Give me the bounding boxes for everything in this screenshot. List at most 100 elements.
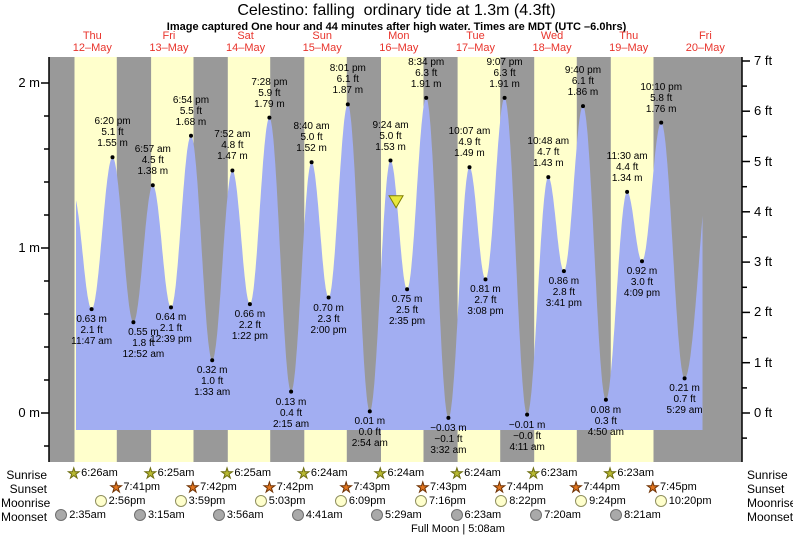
tide-event-dot: [309, 160, 314, 165]
meters-axis-label: 1 m: [18, 240, 40, 255]
day-label: Sat 14–May: [226, 30, 266, 54]
moonrise-item: 2:56pm: [94, 495, 146, 507]
sunrise-star-icon: ★: [373, 465, 387, 481]
tide-event-label: 10:10 pm 5.8 ft 1.76 m: [640, 81, 683, 115]
feet-axis-label: 5 ft: [754, 153, 773, 169]
astro-time: 6:09pm: [348, 495, 386, 507]
astro-time: 4:41am: [305, 509, 343, 521]
moonset-item: 7:20am: [530, 509, 581, 521]
sunset-star-icon: ★: [263, 479, 277, 495]
astro-row-label-left: Moonrise: [1, 496, 51, 510]
moonrise-item: 9:24pm: [575, 495, 626, 507]
moonrise-circle-icon: [254, 495, 267, 507]
sunrise-star-icon: ★: [67, 465, 81, 481]
tide-event-dot: [110, 155, 115, 160]
sunset-item: ★ 7:44pm: [493, 480, 544, 495]
astro-time: 6:24am: [387, 467, 425, 479]
tide-event-label: 8:34 pm 6.3 ft 1.91 m: [408, 56, 445, 90]
tide-event-label: 10:07 am 4.9 ft 1.49 m: [448, 126, 491, 160]
feet-axis-label: 7 ft: [754, 52, 773, 68]
tide-event-label: 9:24 am 5.0 ft 1.53 m: [372, 119, 409, 153]
moonset-circle-icon: [610, 509, 623, 521]
astro-time: 8:21am: [624, 509, 661, 521]
moonset-item: 6:23am: [450, 509, 502, 521]
tide-event-label: 0.55 m 1.8 ft 12:52 am: [122, 327, 165, 361]
sunrise-star-icon: ★: [220, 465, 234, 481]
tide-event-dot: [326, 295, 331, 300]
moonset-circle-icon: [134, 509, 146, 521]
day-label: Thu 12–May: [72, 30, 112, 54]
astro-time: 6:25am: [234, 467, 272, 479]
astro-row-label-right: Moonrise: [747, 496, 793, 510]
tide-event-dot: [581, 104, 585, 109]
moonrise-item: 3:59pm: [174, 495, 225, 507]
moonset-item: 3:15am: [134, 509, 185, 521]
tide-event-dot: [230, 168, 235, 173]
astro-time: 8:22pm: [509, 495, 546, 507]
astro-time: 7:43pm: [353, 481, 391, 493]
tide-event-dot: [467, 165, 472, 170]
meters-axis-label: 0 m: [18, 405, 40, 420]
tide-event-dot: [546, 175, 551, 180]
tide-event-label: 10:48 am 4.7 ft 1.43 m: [527, 136, 570, 170]
tide-event-label: 0.70 m 2.3 ft 2:00 pm: [310, 302, 347, 336]
tide-event-dot: [405, 287, 410, 292]
astro-time: 5:29am: [385, 509, 422, 521]
moonrise-item: 6:09pm: [334, 495, 386, 507]
astro-row-label-left: Sunset: [9, 482, 47, 496]
astro-time: 7:41pm: [123, 481, 161, 493]
tide-event-dot: [267, 115, 272, 120]
feet-axis-label: 0 ft: [754, 405, 773, 420]
moonrise-item: 8:22pm: [495, 495, 546, 507]
moonset-circle-icon: [291, 509, 304, 521]
tide-event-dot: [603, 397, 608, 402]
current-time-marker: [388, 195, 404, 209]
sunrise-item: ★ 6:25am: [220, 465, 272, 481]
sunrise-item: ★ 6:24am: [373, 465, 425, 481]
moonrise-item: 5:03pm: [254, 495, 305, 507]
tide-event-label: 0.92 m 3.0 ft 4:09 pm: [623, 266, 661, 300]
feet-axis-label: 1 ft: [754, 354, 773, 370]
tide-event-label: 0.64 m 2.1 ft 12:39 pm: [150, 312, 192, 346]
astro-time: 10:20pm: [668, 495, 712, 507]
astro-time: 2:35am: [69, 509, 106, 521]
sunrise-item: ★ 6:25am: [144, 465, 195, 481]
astro-time: 7:43pm: [430, 481, 467, 493]
tide-event-label: 9:40 pm 6.1 ft 1.86 m: [564, 65, 602, 99]
tide-event-dot: [625, 189, 630, 194]
sunset-item: ★ 7:41pm: [109, 480, 161, 495]
sunrise-star-icon: ★: [144, 465, 158, 481]
sunrise-star-icon: ★: [527, 465, 541, 481]
sunset-star-icon: ★: [339, 479, 353, 495]
tide-event-label: 0.13 m 0.4 ft 2:15 am: [273, 396, 310, 430]
tide-event-label: 0.63 m 2.1 ft 11:47 am: [71, 314, 113, 348]
tide-event-label: −0.03 m −0.1 ft 3:32 am: [430, 422, 467, 456]
tide-event-label: 0.86 m 2.8 ft 3:41 pm: [545, 276, 582, 310]
astro-row-label-right: Sunrise: [747, 468, 788, 482]
tide-event-label: 8:40 am 5.0 ft 1.52 m: [293, 121, 330, 155]
chart-subtitle: Image captured One hour and 44 minutes a…: [166, 21, 627, 33]
astro-time: 2:56pm: [108, 495, 146, 507]
tide-event-dot: [131, 320, 136, 325]
astro-time: 7:16pm: [429, 495, 466, 507]
moonset-circle-icon: [530, 509, 543, 521]
tide-event-dot: [89, 307, 94, 312]
astro-time: 3:56am: [226, 509, 264, 521]
moonset-item: 4:41am: [291, 509, 343, 521]
feet-axis-label: 2 ft: [754, 304, 773, 320]
tide-event-dot: [640, 259, 644, 264]
tide-event-dot: [682, 376, 687, 381]
tide-event-label: −0.01 m −0.0 ft 4:11 am: [508, 419, 546, 453]
astro-time: 7:44pm: [583, 481, 621, 493]
astro-time: 6:23am: [464, 509, 502, 521]
moonset-item: 2:35am: [55, 509, 106, 521]
tide-event-label: 6:57 am 4.5 ft 1.38 m: [134, 144, 171, 178]
moonrise-circle-icon: [94, 495, 107, 507]
tide-event-dot: [367, 409, 372, 414]
tide-event-label: 7:28 pm 5.9 ft 1.79 m: [251, 76, 288, 110]
day-label: Tue 17–May: [455, 30, 496, 54]
tide-event-label: 6:54 pm 5.5 ft 1.68 m: [172, 94, 210, 128]
astro-time: 7:42pm: [200, 481, 237, 493]
moonrise-circle-icon: [654, 495, 667, 507]
